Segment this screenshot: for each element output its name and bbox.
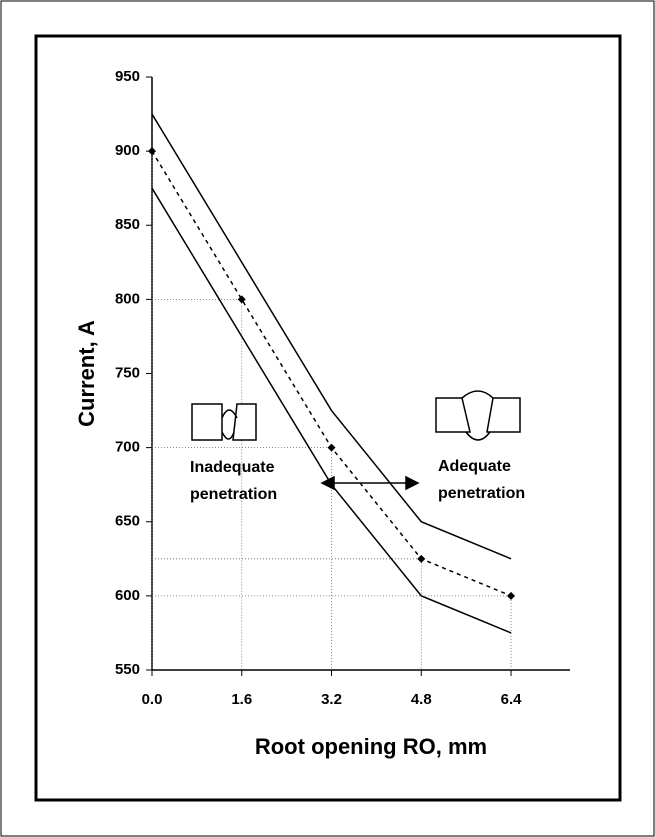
reference-line [152, 298, 243, 670]
series-line [151, 113, 512, 560]
y-tick-label: 950 [115, 68, 140, 85]
point-marker [417, 554, 426, 563]
x-tick-label: 3.2 [321, 691, 342, 708]
y-axis-label: Current, A [74, 320, 99, 427]
x-tick-label: 0.0 [142, 691, 163, 708]
frame [34, 34, 622, 802]
y-tick-label: 600 [115, 587, 140, 604]
x-tick-label: 6.4 [501, 691, 523, 708]
annotation: Adequate [438, 458, 511, 475]
series-line [151, 187, 512, 634]
y-tick-label: 650 [115, 513, 140, 530]
x-axis-label: Root opening RO, mm [255, 734, 487, 759]
annotation: Inadequate [190, 459, 275, 476]
range-arrow [320, 475, 420, 491]
reference-line [152, 595, 512, 670]
annotation: penetration [438, 485, 525, 502]
x-tick-label: 4.8 [411, 691, 432, 708]
plot: 550 600 650 700 750 800 850 900 950 0.0 1.6 3.2 4.8 6… [74, 68, 570, 759]
reference-line [152, 447, 332, 670]
point-marker [148, 147, 156, 156]
reference-line [152, 558, 422, 670]
y-tick-label: 850 [115, 216, 140, 233]
y-tick-label: 900 [115, 142, 140, 159]
x-tick-label: 1.6 [231, 691, 252, 708]
y-tick-label: 750 [115, 364, 140, 381]
point-marker [327, 443, 336, 452]
y-tick-label: 550 [115, 661, 140, 678]
y-tick-label: 700 [115, 439, 140, 456]
point-marker [507, 591, 516, 600]
annotation: penetration [190, 486, 277, 503]
weld-icon-adequate [435, 390, 521, 441]
point-marker [237, 295, 246, 304]
y-tick-label: 800 [115, 290, 140, 307]
weld-icon-inadequate [191, 403, 257, 441]
